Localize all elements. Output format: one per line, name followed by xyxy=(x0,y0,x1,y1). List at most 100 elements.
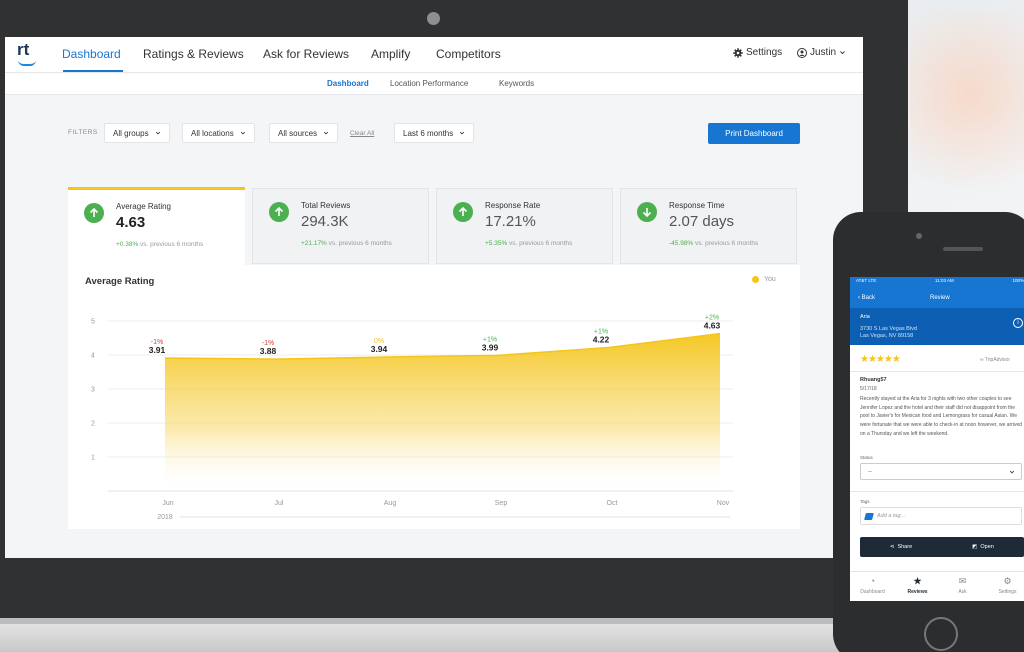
x-tick-label: Jul xyxy=(275,500,284,507)
subnav-location-performance[interactable]: Location Performance xyxy=(390,79,469,88)
tab-reviews[interactable]: ★ Reviews xyxy=(895,572,940,601)
envelope-icon: ✉ xyxy=(958,576,967,586)
user-icon xyxy=(797,47,807,58)
metric-value: 17.21% xyxy=(485,213,536,230)
nav-competitors[interactable]: Competitors xyxy=(436,47,501,61)
metric-card-total-reviews[interactable]: Total Reviews 294.3K +21.17% vs. previou… xyxy=(252,188,429,264)
arrow-up-icon xyxy=(274,206,284,216)
tab-label: Settings xyxy=(998,589,1017,595)
share-button[interactable]: ⋖ Share xyxy=(860,537,942,557)
phone-title: Review xyxy=(930,295,950,301)
sources-dropdown[interactable]: All sources xyxy=(269,123,339,143)
period-value: Last 6 months xyxy=(403,128,454,138)
open-label: Open xyxy=(980,544,994,550)
logo[interactable]: rt xyxy=(17,41,41,69)
settings-button[interactable]: Settings xyxy=(733,47,782,58)
x-tick-label: Nov xyxy=(717,500,730,507)
carrier: AT&T LTE xyxy=(856,278,877,283)
metric-change-suffix: vs. previous 6 months xyxy=(140,241,204,248)
metric-change-suffix: vs. previous 6 months xyxy=(509,240,573,247)
status-label: Status xyxy=(860,455,873,460)
x-tick-label: Sep xyxy=(495,500,508,507)
tag-placeholder: Add a tag... xyxy=(877,513,906,519)
nav-ask-for-reviews[interactable]: Ask for Reviews xyxy=(263,47,350,61)
nav-amplify[interactable]: Amplify xyxy=(371,47,411,61)
period-dropdown[interactable]: Last 6 months xyxy=(394,123,475,143)
share-label: Share xyxy=(897,544,913,550)
tab-dashboard[interactable]: ◔ Dashboard xyxy=(850,572,895,601)
metric-direction xyxy=(84,203,104,223)
legend-label: You xyxy=(764,276,776,283)
chart-legend: You xyxy=(752,276,776,283)
metric-change-value: +21.17% xyxy=(301,240,327,247)
dashboard-screen: rt Dashboard Ratings & Reviews Ask for R… xyxy=(5,37,863,558)
divider xyxy=(850,491,1024,492)
nav-dashboard[interactable]: Dashboard xyxy=(62,47,121,61)
camera xyxy=(427,12,440,25)
user-menu[interactable]: Justin xyxy=(797,47,846,58)
clock: 11:03 AM xyxy=(935,278,954,283)
series-line-you xyxy=(164,332,721,360)
clear-all-link[interactable]: Clear All xyxy=(350,130,375,137)
battery: 100% xyxy=(1012,278,1024,283)
open-button[interactable]: ◩ Open xyxy=(942,537,1024,557)
divider xyxy=(850,371,1024,372)
metric-label: Response Rate xyxy=(485,201,541,210)
metric-change-suffix: vs. previous 6 months xyxy=(328,240,392,247)
metric-card-response-time[interactable]: Response Time 2.07 days -45.98% vs. prev… xyxy=(620,188,797,264)
phone-speaker xyxy=(943,247,983,251)
metric-change: +0.38% vs. previous 6 months xyxy=(116,241,203,248)
metric-value: 294.3K xyxy=(301,213,349,230)
metric-value: 2.07 days xyxy=(669,213,735,230)
tab-ask[interactable]: ✉ Ask xyxy=(940,572,985,601)
tab-label: Reviews xyxy=(907,589,928,595)
print-dashboard-button[interactable]: Print Dashboard xyxy=(708,123,800,144)
phone-frame: AT&T LTE 11:03 AM 100% ‹ Back Review Ari… xyxy=(833,212,1024,652)
metric-card-response-rate[interactable]: Response Rate 17.21% +5.35% vs. previous… xyxy=(436,188,613,264)
tag-input[interactable]: Add a tag... xyxy=(860,507,1022,525)
info-icon[interactable]: i xyxy=(1013,318,1023,328)
nav-ratings-reviews[interactable]: Ratings & Reviews xyxy=(143,47,244,61)
back-button[interactable]: ‹ Back xyxy=(858,295,876,301)
phone-camera xyxy=(916,233,922,239)
metric-label: Response Time xyxy=(669,201,725,210)
location-name: Aria xyxy=(860,314,870,320)
subnav-dashboard[interactable]: Dashboard xyxy=(327,79,369,88)
status-select[interactable]: -- xyxy=(860,463,1022,480)
metric-change: +21.17% vs. previous 6 months xyxy=(301,240,392,247)
tab-label: Ask xyxy=(958,589,967,595)
tag-icon xyxy=(864,513,874,520)
x-tick-label: Oct xyxy=(607,500,618,507)
data-label: 3.94 xyxy=(371,344,388,354)
arrow-up-icon xyxy=(458,206,468,216)
y-tick-label: 5 xyxy=(91,319,95,326)
arrow-down-icon xyxy=(642,208,652,218)
subnav-keywords[interactable]: Keywords xyxy=(499,79,535,88)
laptop-frame: rt Dashboard Ratings & Reviews Ask for R… xyxy=(0,0,908,618)
groups-dropdown[interactable]: All groups xyxy=(104,123,170,143)
star-icon: ★ xyxy=(913,576,922,586)
data-label: 4.22 xyxy=(593,335,610,345)
sub-nav: Dashboard Location Performance Keywords xyxy=(5,73,863,95)
phone-status-bar: AT&T LTE 11:03 AM 100% xyxy=(850,277,1024,288)
y-tick-label: 3 xyxy=(91,387,95,394)
data-label: 4.63 xyxy=(704,321,721,331)
review-body: Recently stayed at the Aria for 3 nights… xyxy=(860,396,1023,437)
locations-value: All locations xyxy=(191,128,234,138)
metric-card-average-rating[interactable]: Average Rating 4.63 +0.38% vs. previous … xyxy=(68,187,245,265)
locations-dropdown[interactable]: All locations xyxy=(182,123,255,143)
tab-label: Dashboard xyxy=(860,589,885,595)
logo-smile-icon xyxy=(18,60,36,66)
data-label: 3.91 xyxy=(149,345,166,355)
home-button[interactable] xyxy=(924,617,958,651)
y-tick-label: 4 xyxy=(91,353,95,360)
gear-icon: ⚙ xyxy=(1003,576,1012,586)
metric-change-value: +5.35% xyxy=(485,240,508,247)
chevron-down-icon xyxy=(840,51,846,55)
metric-direction xyxy=(453,202,473,222)
change-label: -1% xyxy=(262,340,274,347)
tab-settings[interactable]: ⚙ Settings xyxy=(985,572,1024,601)
change-label: +1% xyxy=(594,329,608,336)
